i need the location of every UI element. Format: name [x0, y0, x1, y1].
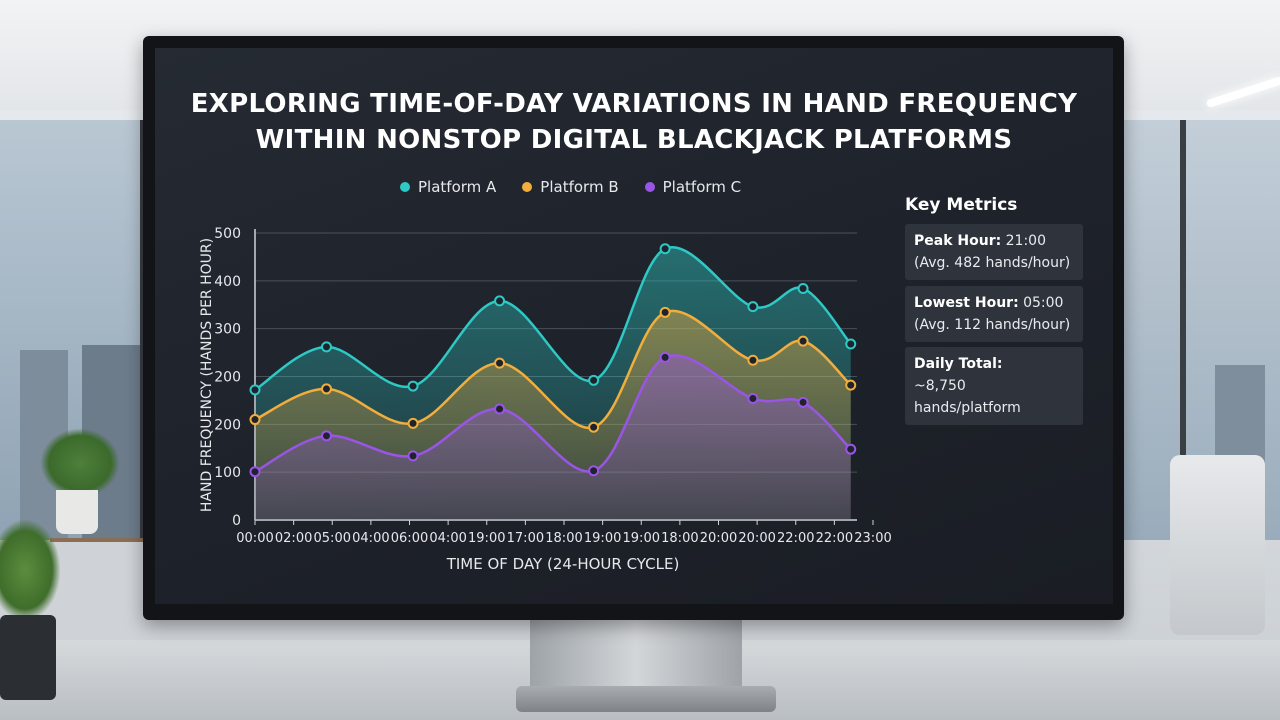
key-metrics-title: Key Metrics	[905, 195, 1018, 215]
data-point	[797, 282, 809, 294]
y-axis-title: HAND FREQUENCY (HANDS PER HOUR)	[199, 238, 215, 512]
chart-title: EXPLORING TIME-OF-DAY VARIATIONS IN HAND…	[155, 86, 1113, 158]
data-point	[659, 351, 671, 363]
plant-leaves	[40, 428, 120, 498]
data-point	[320, 430, 332, 442]
data-point	[588, 374, 600, 386]
data-point	[249, 466, 261, 478]
legend-label: Platform C	[662, 178, 742, 196]
y-tick-label: 100	[214, 465, 241, 481]
data-point	[588, 465, 600, 477]
x-tick-label: 19:00	[584, 531, 621, 546]
data-point	[747, 354, 759, 366]
office-chair	[1170, 455, 1265, 635]
metric-card-peak: Peak Hour: 21:00 (Avg. 482 hands/hour)	[905, 224, 1083, 280]
data-point	[249, 414, 261, 426]
x-tick-label: 02:00	[275, 531, 312, 546]
data-point	[249, 384, 261, 396]
y-tick-label: 200	[214, 370, 241, 386]
x-axis-title: TIME OF DAY (24-HOUR CYCLE)	[446, 555, 680, 573]
monitor-base	[516, 686, 776, 712]
metric-value: 21:00	[1001, 233, 1046, 249]
data-point	[407, 417, 419, 429]
metric-value: 05:00	[1018, 295, 1064, 311]
data-point	[320, 341, 332, 353]
y-tick-label: 200	[214, 417, 241, 433]
data-point	[494, 403, 506, 415]
x-tick-label: 00:00	[236, 531, 273, 546]
data-point	[845, 379, 857, 391]
x-tick-label: 04:00	[429, 531, 466, 546]
metric-card-total: Daily Total: ~8,750 hands/platform	[905, 347, 1083, 425]
x-tick-label: 19:00	[623, 531, 660, 546]
chart-title-line: WITHIN NONSTOP DIGITAL BLACKJACK PLATFOR…	[255, 125, 1013, 155]
legend-label: Platform B	[540, 178, 619, 196]
monitor-stand	[530, 612, 742, 692]
data-point	[494, 295, 506, 307]
legend-marker	[522, 182, 533, 192]
data-point	[845, 338, 857, 350]
plant-pot	[0, 615, 56, 700]
data-point	[845, 443, 857, 455]
data-point	[407, 450, 419, 462]
legend-item-platform-c: Platform C	[644, 178, 742, 196]
x-tick-label: 17:00	[507, 531, 544, 546]
data-point	[659, 306, 671, 318]
data-point	[494, 357, 506, 369]
x-tick-label: 05:00	[314, 531, 351, 546]
y-tick-label: 0	[232, 513, 241, 529]
chart-title-line: EXPLORING TIME-OF-DAY VARIATIONS IN HAND…	[190, 89, 1078, 119]
legend-label: Platform A	[418, 178, 497, 196]
data-point	[747, 393, 759, 405]
x-tick-label: 18:00	[661, 531, 698, 546]
y-tick-label: 300	[214, 322, 241, 338]
data-point	[588, 421, 600, 433]
plant-leaves	[0, 520, 60, 620]
x-tick-label: 18:00	[545, 531, 582, 546]
metric-subtext: (Avg. 482 hands/hour)	[914, 255, 1071, 271]
x-tick-label: 20:00	[700, 531, 737, 546]
x-tick-label: 20:00	[738, 531, 775, 546]
monitor-screen: EXPLORING TIME-OF-DAY VARIATIONS IN HAND…	[155, 48, 1113, 604]
y-tick-label: 500	[214, 226, 241, 242]
y-tick-label: 400	[214, 274, 241, 290]
legend-marker	[400, 182, 410, 192]
x-tick-label: 22:00	[777, 531, 814, 546]
x-tick-label: 19:00	[468, 531, 505, 546]
chart-legend: Platform A Platform B Platform C	[400, 178, 741, 196]
x-tick-label: 22:00	[816, 531, 853, 546]
metric-label: Lowest Hour:	[914, 295, 1019, 311]
metric-subtext: ~8,750 hands/platform	[914, 378, 1021, 416]
plant-pot	[56, 490, 98, 534]
data-point	[797, 335, 809, 347]
data-point	[747, 301, 759, 313]
metric-subtext: (Avg. 112 hands/hour)	[914, 317, 1071, 333]
window-frame	[1180, 120, 1186, 540]
office-cabinet	[50, 538, 160, 652]
legend-item-platform-b: Platform B	[522, 178, 619, 196]
metric-label: Daily Total:	[914, 356, 1003, 372]
series-area	[255, 355, 851, 520]
x-tick-label: 06:00	[391, 531, 428, 546]
data-point	[407, 380, 419, 392]
x-tick-label: 23:00	[854, 531, 891, 546]
data-point	[797, 396, 809, 408]
data-point	[320, 383, 332, 395]
data-point	[659, 243, 671, 255]
legend-item-platform-a: Platform A	[400, 178, 496, 196]
metric-label: Peak Hour:	[914, 233, 1002, 249]
x-tick-label: 04:00	[352, 531, 389, 546]
metric-card-lowest: Lowest Hour: 05:00 (Avg. 112 hands/hour)	[905, 286, 1083, 342]
legend-marker	[644, 182, 655, 192]
